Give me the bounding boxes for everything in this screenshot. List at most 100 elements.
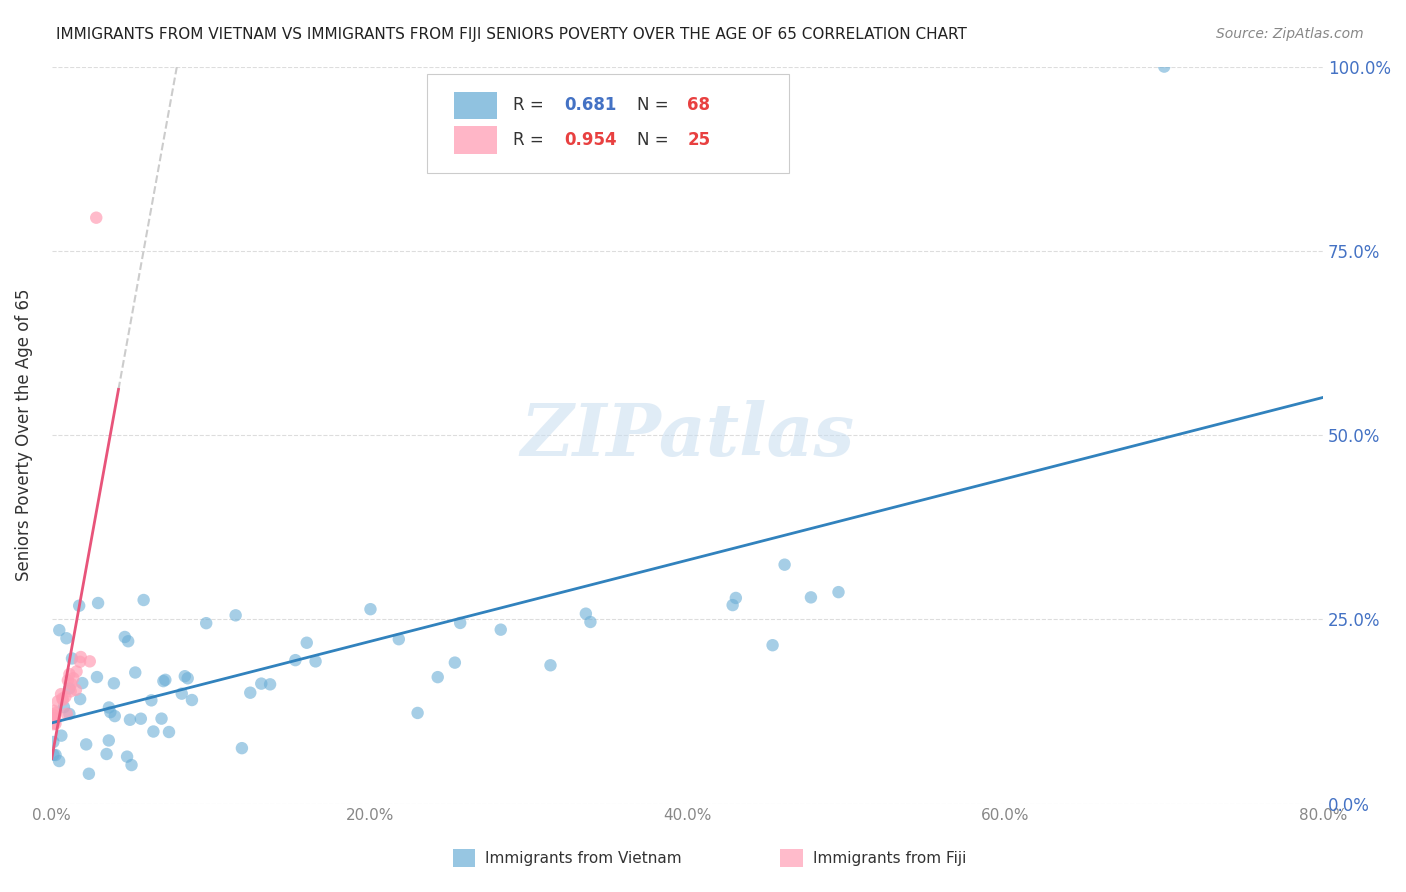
Point	[69, 650, 91, 665]
Text: Immigrants from Fiji: Immigrants from Fiji	[813, 851, 966, 865]
Text: 25: 25	[688, 130, 710, 149]
Point	[181, 693, 204, 707]
Point	[52, 692, 75, 706]
Point	[540, 658, 562, 673]
Point	[87, 596, 110, 610]
Point	[55, 690, 77, 704]
Point	[157, 725, 180, 739]
Point	[96, 747, 118, 761]
Point	[114, 630, 136, 644]
Point	[72, 676, 94, 690]
Point	[44, 716, 66, 731]
Point	[48, 623, 70, 637]
Point	[44, 715, 66, 730]
Point	[304, 654, 326, 668]
Point	[55, 706, 77, 721]
Point	[173, 669, 195, 683]
Text: ZIPatlas: ZIPatlas	[520, 400, 855, 471]
Point	[124, 665, 146, 680]
Point	[45, 706, 67, 721]
Point	[155, 673, 177, 687]
Point	[489, 623, 512, 637]
Point	[295, 636, 318, 650]
Point	[69, 655, 91, 669]
Point	[141, 693, 163, 707]
Point	[132, 593, 155, 607]
Point	[77, 766, 100, 780]
Point	[51, 691, 73, 706]
Point	[97, 700, 120, 714]
Point	[121, 758, 143, 772]
Point	[426, 670, 449, 684]
Text: 0.954: 0.954	[564, 130, 617, 149]
Point	[69, 692, 91, 706]
Point	[406, 706, 429, 720]
Point	[55, 632, 77, 646]
Point	[46, 694, 69, 708]
Point	[827, 585, 849, 599]
Point	[65, 665, 87, 679]
Text: 68: 68	[688, 96, 710, 114]
Point	[129, 712, 152, 726]
Point	[115, 749, 138, 764]
Point	[67, 599, 90, 613]
Point	[42, 717, 65, 731]
Point	[724, 591, 747, 605]
Point	[65, 682, 87, 697]
Point	[44, 713, 66, 727]
Point	[231, 741, 253, 756]
Point	[42, 711, 65, 725]
FancyBboxPatch shape	[454, 127, 496, 153]
Point	[42, 735, 65, 749]
Point	[195, 616, 218, 631]
Point	[250, 676, 273, 690]
Point	[142, 724, 165, 739]
Point	[58, 667, 80, 681]
Text: Source: ZipAtlas.com: Source: ZipAtlas.com	[1216, 27, 1364, 41]
Point	[225, 608, 247, 623]
Point	[444, 656, 467, 670]
Point	[721, 598, 744, 612]
Point	[359, 602, 381, 616]
Point	[176, 671, 198, 685]
Point	[97, 733, 120, 747]
Point	[118, 713, 141, 727]
Point	[42, 747, 65, 762]
Point	[86, 670, 108, 684]
Point	[58, 706, 80, 721]
Point	[62, 671, 84, 685]
Text: IMMIGRANTS FROM VIETNAM VS IMMIGRANTS FROM FIJI SENIORS POVERTY OVER THE AGE OF : IMMIGRANTS FROM VIETNAM VS IMMIGRANTS FR…	[56, 27, 967, 42]
Point	[49, 687, 72, 701]
Point	[45, 747, 67, 762]
Point	[51, 729, 73, 743]
Point	[56, 673, 79, 688]
Point	[52, 700, 75, 714]
Point	[284, 653, 307, 667]
Point	[449, 615, 471, 630]
Point	[575, 607, 598, 621]
FancyBboxPatch shape	[427, 74, 789, 173]
Point	[170, 687, 193, 701]
Point	[259, 677, 281, 691]
Point	[44, 708, 66, 723]
Point	[800, 591, 823, 605]
Point	[117, 634, 139, 648]
Point	[773, 558, 796, 572]
Point	[103, 676, 125, 690]
Point	[239, 686, 262, 700]
Point	[98, 705, 121, 719]
Point	[48, 754, 70, 768]
Point	[60, 651, 83, 665]
Point	[1153, 60, 1175, 74]
Point	[761, 638, 783, 652]
Text: Immigrants from Vietnam: Immigrants from Vietnam	[485, 851, 682, 865]
Point	[104, 709, 127, 723]
Point	[59, 684, 82, 698]
Text: R =: R =	[513, 96, 550, 114]
Text: N =: N =	[637, 130, 673, 149]
Point	[150, 712, 173, 726]
Point	[84, 211, 107, 225]
Y-axis label: Seniors Poverty Over the Age of 65: Seniors Poverty Over the Age of 65	[15, 289, 32, 582]
Text: N =: N =	[637, 96, 673, 114]
Point	[42, 704, 65, 718]
